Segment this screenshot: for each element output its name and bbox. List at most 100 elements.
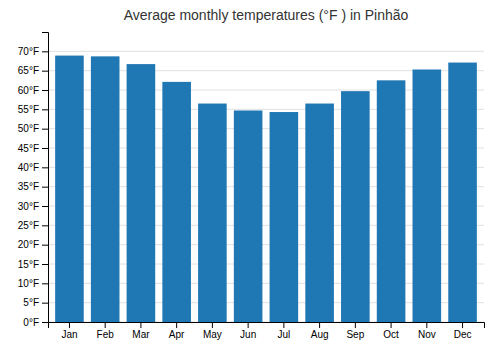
x-tick-mark (248, 322, 249, 328)
y-tick-mark (42, 51, 48, 52)
y-tick-mark (42, 245, 48, 246)
y-tick-label: 30°F (18, 201, 39, 212)
y-tick: 15°F (18, 259, 48, 270)
x-tick: Nov (418, 322, 436, 340)
y-tick-label: 40°F (18, 162, 39, 173)
y-tick: 50°F (18, 123, 48, 134)
x-tick-label: Apr (169, 329, 185, 340)
y-tick: 5°F (23, 297, 48, 308)
y-tick-mark (42, 167, 48, 168)
y-tick-mark (42, 303, 48, 304)
x-tick: Apr (169, 322, 185, 340)
x-tick: Aug (311, 322, 329, 340)
y-tick-label: 15°F (18, 259, 39, 270)
x-tick-mark (319, 322, 320, 328)
x-tick-mark (140, 322, 141, 328)
x-tick: Dec (454, 322, 472, 340)
bar (234, 110, 263, 322)
y-tick-label: 5°F (23, 297, 39, 308)
chart: 0°F 5°F 10°F 15°F 20°F 25°F 30°F 35°F 40°F 45°F 50… (0, 0, 500, 350)
y-tick-mark (42, 129, 48, 130)
y-tick-label: 45°F (18, 143, 39, 154)
y-tick-label: 60°F (18, 85, 39, 96)
y-tick: 60°F (18, 85, 48, 96)
x-tick-label: Sep (346, 329, 364, 340)
y-tick-mark (42, 109, 48, 110)
y-tick-label: 0°F (23, 317, 39, 328)
y-tick-label: 35°F (18, 181, 39, 192)
x-tick-mark (105, 322, 106, 328)
bar (55, 56, 84, 322)
bar (305, 104, 334, 322)
x-axis-line (49, 323, 485, 329)
y-tick: 10°F (18, 278, 48, 289)
x-tick: Feb (97, 322, 115, 340)
bar (448, 63, 477, 322)
bar (198, 104, 227, 322)
x-tick-label: May (203, 329, 222, 340)
y-tick: 65°F (18, 65, 48, 76)
y-tick: 70°F (18, 46, 48, 57)
y-tick-label: 25°F (18, 220, 39, 231)
x-tick: Jun (240, 322, 256, 340)
x-tick-mark (69, 322, 70, 328)
y-tick: 25°F (18, 220, 48, 231)
x-tick-mark (212, 322, 213, 328)
y-tick-mark (42, 206, 48, 207)
bar (413, 70, 442, 322)
y-tick-mark (42, 283, 48, 284)
x-tick-label: Mar (132, 329, 150, 340)
y-tick: 55°F (18, 104, 48, 115)
y-tick-label: 50°F (18, 123, 39, 134)
x-tick-mark (426, 322, 427, 328)
bar (341, 91, 370, 322)
x-tick-mark (176, 322, 177, 328)
y-tick-mark (42, 148, 48, 149)
title: Average monthly temperatures (°F ) in Pi… (124, 7, 409, 23)
x-tick-label: Jun (240, 329, 256, 340)
x-tick-label: Jan (61, 329, 77, 340)
x-tick-mark (283, 322, 284, 328)
y-tick-mark (42, 187, 48, 188)
x-tick: Oct (383, 322, 399, 340)
x-tick-label: Jul (277, 329, 290, 340)
bars (55, 56, 477, 322)
y-tick-label: 10°F (18, 278, 39, 289)
y-tick: 35°F (18, 181, 48, 192)
x-tick-mark (462, 322, 463, 328)
y-tick-mark (42, 71, 48, 72)
y-axis-line (42, 33, 49, 323)
y-tick-label: 55°F (18, 104, 39, 115)
bar (91, 56, 120, 322)
y-tick-mark (42, 90, 48, 91)
bar (377, 80, 406, 322)
y-tick: 20°F (18, 239, 48, 250)
grid (48, 51, 484, 322)
x-tick-label: Dec (454, 329, 472, 340)
x-tick: May (203, 322, 222, 340)
bar (270, 112, 299, 322)
x-tick-label: Oct (383, 329, 399, 340)
x-tick-label: Feb (97, 329, 115, 340)
y-tick-mark (42, 264, 48, 265)
x-tick-label: Nov (418, 329, 436, 340)
x-tick: Jul (277, 322, 290, 340)
y-tick: 0°F (23, 317, 48, 328)
x-tick: Sep (346, 322, 364, 340)
y-tick: 45°F (18, 143, 48, 154)
y-tick-label: 70°F (18, 46, 39, 57)
y-tick: 30°F (18, 201, 48, 212)
x-tick-mark (355, 322, 356, 328)
y-tick-mark (42, 225, 48, 226)
y-tick-label: 65°F (18, 65, 39, 76)
y-tick-label: 20°F (18, 239, 39, 250)
x-tick-label: Aug (311, 329, 329, 340)
y-axis: 0°F 5°F 10°F 15°F 20°F 25°F 30°F 35°F 40°F 45°F 50… (18, 33, 49, 328)
x-tick: Jan (61, 322, 77, 340)
y-tick: 40°F (18, 162, 48, 173)
bar (162, 82, 191, 322)
x-tick: Mar (132, 322, 150, 340)
plot: 0°F 5°F 10°F 15°F 20°F 25°F 30°F 35°F 40°F 45°F 50… (18, 33, 485, 341)
x-tick-mark (391, 322, 392, 328)
x-axis: Jan Feb Mar Apr May Jun Jul Aug Sep Oct Nov Dec (49, 322, 485, 340)
